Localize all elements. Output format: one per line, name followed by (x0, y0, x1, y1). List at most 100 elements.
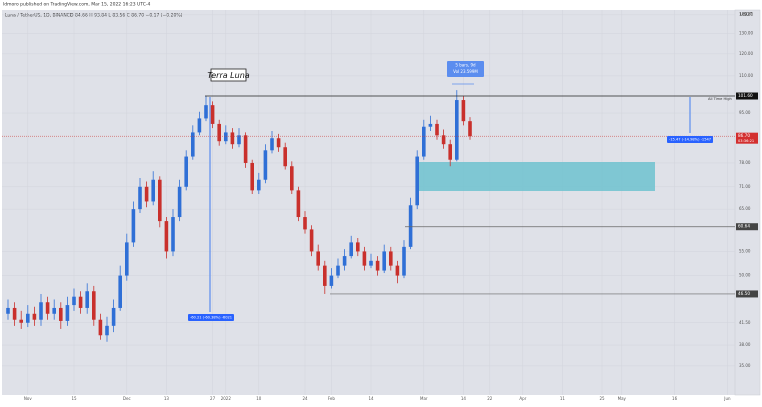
candle-body (151, 179, 155, 202)
range-info: 5 bars, 9d (455, 63, 476, 68)
candle-body (164, 221, 169, 252)
title-box (210, 68, 247, 82)
candle-body (422, 126, 426, 157)
candle-body (395, 265, 400, 276)
y-tick-label: 50.00 (739, 273, 751, 278)
candle-body (144, 186, 149, 202)
candle-body (316, 251, 320, 266)
candle-body (296, 190, 301, 218)
candle-body (6, 307, 10, 314)
candle-body (125, 242, 129, 276)
candle-body (210, 105, 215, 124)
ath-label: All Time High (708, 97, 732, 101)
x-tick-label: 24 (302, 396, 308, 401)
candle-body (276, 138, 281, 148)
candle-body (52, 307, 56, 314)
x-tick-label: 27 (210, 396, 216, 401)
x-tick-label: Jun (723, 396, 731, 401)
measure-label: -60.21 (-60.38%) -6021 (190, 316, 232, 320)
candle-body (217, 123, 221, 142)
candle-body (32, 313, 37, 320)
y-tick-label: 38.00 (739, 342, 751, 347)
candle-body (382, 251, 386, 271)
candle-body (323, 265, 327, 286)
header: ldmoro published on TradingView.com, Mar… (3, 2, 151, 8)
range-box (447, 61, 484, 77)
candle-body (39, 302, 43, 320)
candle-body (283, 147, 287, 167)
candle-body (408, 205, 413, 247)
price-label: 60.64 (738, 224, 750, 229)
y-tick-label: 41.50 (739, 320, 751, 325)
candle-body (329, 275, 334, 286)
candle-body (230, 132, 235, 145)
candle-body (415, 156, 419, 206)
candle-body (85, 291, 89, 308)
candle-body (468, 121, 472, 137)
plot-area (2, 10, 735, 395)
x-tick-label: Mar (420, 396, 428, 401)
y-tick-label: 35.00 (739, 363, 751, 368)
price-label-box (736, 290, 758, 298)
candle-body (171, 217, 175, 252)
x-tick-label: 11 (560, 396, 566, 401)
currency: USDT (740, 12, 753, 18)
candle-body (184, 156, 188, 187)
last-price-label: 86.70 (738, 133, 750, 138)
candle-body (237, 135, 241, 145)
countdown: 03:36:21 (738, 139, 754, 143)
candle-body (435, 123, 439, 136)
ohlc: O 84.66 H 93.84 L 83.56 C 86.70 −0.17 (−… (70, 13, 183, 19)
candle-body (369, 260, 373, 266)
candle-body (72, 296, 76, 306)
x-tick-label: 14 (368, 396, 374, 401)
x-tick-label: 16 (672, 396, 678, 401)
candle-body (250, 162, 254, 191)
candle-body (290, 166, 294, 191)
candle-body (257, 179, 261, 191)
candle-body (402, 246, 406, 276)
x-tick-label: May (618, 396, 627, 401)
candle-body (309, 229, 314, 252)
range-info: Vol 23.599M (453, 69, 478, 74)
candle-body (389, 251, 393, 266)
x-tick-label: 25 (599, 396, 605, 401)
candle-body (428, 123, 433, 127)
candle-body (12, 307, 17, 320)
price-label-box (736, 92, 758, 100)
candle-body (19, 319, 23, 323)
annotation-title: Terra Luna (207, 71, 249, 80)
candle-body (65, 305, 70, 321)
price-label: 101.60 (738, 93, 753, 98)
y-tick-label: 110.00 (739, 73, 753, 78)
candle-body (26, 313, 30, 323)
y-tick-label: 55.00 (739, 248, 751, 253)
candle-body (105, 325, 109, 336)
price-axis (734, 9, 761, 396)
candle-body (455, 100, 459, 160)
candle-body (138, 186, 142, 210)
last-price-box (736, 132, 758, 144)
measure-box (667, 136, 713, 143)
candle-body (224, 132, 228, 142)
candle-body (448, 144, 452, 160)
candle-body (243, 135, 248, 163)
symbol: Luna / TetherUS, 1D, BINANCE (5, 13, 73, 19)
candle-body (441, 135, 446, 145)
x-tick-label: Feb (328, 396, 336, 401)
measure-label: -15.47 (-14.98%) -1547 (669, 138, 711, 142)
candle-body (131, 209, 136, 243)
y-tick-label: 130.00 (739, 31, 753, 36)
x-tick-label: 2022 (221, 396, 232, 401)
x-tick-label: 22 (487, 396, 493, 401)
candle-body (356, 242, 360, 252)
candle-body (375, 260, 380, 271)
candle-body (263, 150, 268, 180)
candle-body (191, 132, 195, 157)
candle-body (270, 138, 274, 151)
candle-body (342, 256, 347, 266)
candle-body (92, 291, 96, 320)
measure-box (188, 314, 234, 321)
x-tick-label: 13 (164, 396, 170, 401)
